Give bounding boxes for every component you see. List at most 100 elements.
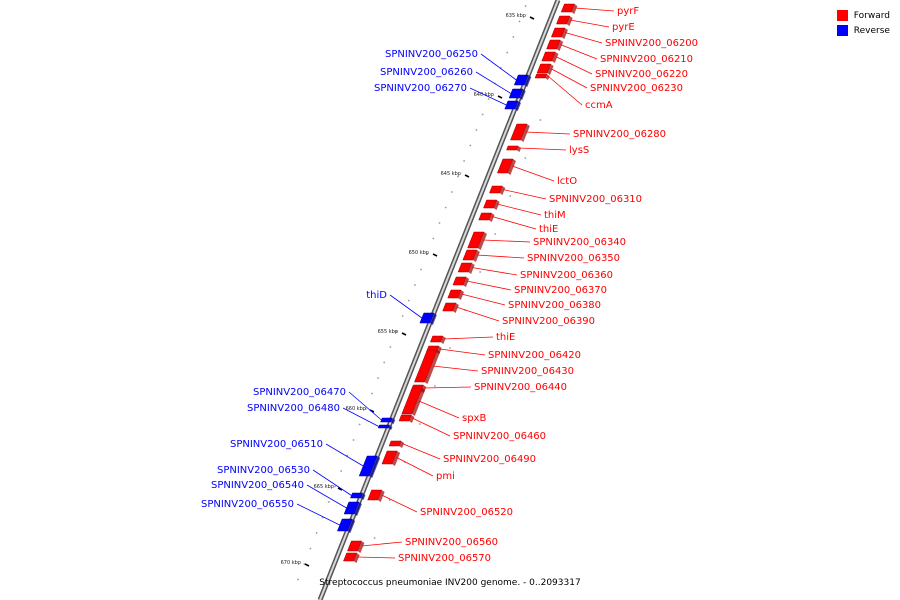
gene-arrow-shade: [561, 28, 568, 39]
gene-label[interactable]: SPNINV200_06220: [595, 69, 688, 80]
gene-label[interactable]: SPNINV200_06280: [573, 129, 666, 140]
gene-connector: [325, 443, 364, 467]
gene-connector: [469, 87, 507, 106]
gene-connector: [389, 294, 423, 319]
position-dot: [481, 113, 484, 116]
gene-arrow-shade: [524, 75, 532, 87]
legend-label-reverse: Reverse: [853, 25, 890, 36]
position-dot: [524, 157, 527, 159]
scale-tick: [337, 487, 343, 491]
position-dot: [494, 233, 497, 235]
gene-label[interactable]: thiE: [539, 224, 558, 235]
scale-tick-label: 645 kbp: [441, 171, 461, 177]
gene-connector: [525, 131, 571, 135]
gene-label[interactable]: SPNINV200_06560: [405, 537, 498, 548]
gene-label[interactable]: SPNINV200_06540: [211, 480, 304, 491]
gene-connector: [482, 239, 531, 243]
gene-label[interactable]: SPNINV200_06420: [488, 350, 581, 361]
gene-label[interactable]: thiD: [366, 290, 387, 301]
gene-arrow-shade: [566, 16, 573, 26]
gene-label[interactable]: SPNINV200_06260: [380, 67, 473, 78]
gene-labels: pyrF pyrE SPNINV200_06200 SPNINV200_06210 SP…: [201, 6, 698, 564]
gene-label[interactable]: SPNINV200_06570: [398, 553, 491, 564]
position-dot: [509, 195, 512, 197]
gene-arrow[interactable]: [388, 440, 402, 447]
gene-label[interactable]: SPNINV200_06250: [385, 49, 478, 60]
scale-tick-label: 650 kbp: [409, 250, 429, 256]
position-dot: [358, 423, 361, 426]
gene-label[interactable]: SPNINV200_06480: [247, 403, 340, 414]
gene-label[interactable]: SPNINV200_06510: [230, 439, 323, 450]
gene-label[interactable]: spxB: [462, 413, 486, 424]
gene-label[interactable]: ccmA: [585, 100, 613, 111]
legend-label-forward: Forward: [853, 10, 890, 21]
gene-arrow-shade: [507, 159, 516, 175]
gene-label[interactable]: SPNINV200_06470: [253, 387, 346, 398]
gene-arrow[interactable]: [350, 492, 363, 499]
position-dot: [487, 98, 490, 100]
position-dot: [340, 470, 343, 472]
backbone-line: [319, 0, 559, 600]
gene-label[interactable]: SPNINV200_06340: [533, 237, 626, 248]
gene-label[interactable]: SPNINV200_06350: [527, 253, 620, 264]
gene-label[interactable]: lysS: [569, 145, 589, 156]
gene-arrow-shade: [514, 101, 521, 111]
gene-label[interactable]: pyrE: [612, 22, 635, 33]
gene-arrow-shade: [440, 336, 446, 344]
gene-label[interactable]: SPNINV200_06390: [502, 316, 595, 327]
gene-connector: [550, 68, 588, 89]
gene-label[interactable]: pmi: [436, 471, 455, 482]
gene-label[interactable]: SPNINV200_06430: [481, 366, 574, 377]
gene-connector: [497, 203, 542, 216]
genome-caption: Streptococcus pneumoniae INV200 genome. …: [319, 578, 581, 588]
position-dot: [373, 537, 376, 539]
gene-label[interactable]: SPNINV200_06360: [520, 270, 613, 281]
gene-arrow-shade: [391, 451, 401, 466]
gene-label[interactable]: SPNINV200_06550: [201, 499, 294, 510]
gene-label[interactable]: SPNINV200_06310: [549, 194, 642, 205]
gene-label[interactable]: SPNINV200_06200: [605, 38, 698, 49]
gene-arrow-shade: [429, 313, 437, 325]
gene-connector: [357, 556, 396, 559]
gene-label[interactable]: SPNINV200_06370: [514, 285, 607, 296]
gene-arrow-shade: [462, 277, 470, 287]
gene-label[interactable]: SPNINV200_06440: [474, 382, 567, 393]
position-dot: [315, 532, 318, 534]
gene-features: [337, 3, 578, 563]
position-dot: [444, 206, 447, 209]
gene-label[interactable]: pyrF: [617, 6, 639, 17]
gene-label[interactable]: SPNINV200_06530: [217, 465, 310, 476]
gene-arrow[interactable]: [534, 73, 548, 79]
position-dot: [449, 347, 451, 349]
position-dot: [407, 299, 410, 302]
gene-label[interactable]: lctO: [557, 176, 577, 187]
gene-connector: [475, 71, 512, 94]
gene-label[interactable]: SPNINV200_06460: [453, 431, 546, 442]
gene-arrow[interactable]: [380, 417, 393, 423]
gene-connector: [443, 336, 494, 340]
gene-label[interactable]: SPNINV200_06490: [443, 454, 536, 465]
gene-arrow[interactable]: [377, 424, 390, 429]
position-dot: [371, 392, 373, 395]
gene-arrow[interactable]: [506, 145, 519, 151]
position-dot: [469, 144, 472, 147]
gene-connector: [466, 280, 512, 291]
gene-label[interactable]: SPNINV200_06270: [374, 83, 467, 94]
gene-label[interactable]: SPNINV200_06230: [590, 83, 683, 94]
gene-arrow-shade: [520, 124, 530, 142]
gene-label[interactable]: thiM: [544, 210, 566, 221]
gene-connector: [348, 391, 382, 421]
position-dot: [479, 271, 481, 273]
gene-label[interactable]: SPNINV200_06520: [420, 507, 513, 518]
gene-connector: [418, 400, 460, 419]
gene-arrow-shade: [411, 388, 426, 416]
gene-label[interactable]: SPNINV200_06380: [508, 300, 601, 311]
scale-tick-label: 665 kbp: [314, 484, 334, 490]
gene-connector: [471, 267, 518, 276]
gene-label[interactable]: thiE: [496, 332, 515, 343]
gene-connector: [396, 457, 434, 477]
gene-label[interactable]: SPNINV200_06210: [600, 54, 693, 65]
position-dot: [418, 423, 421, 425]
gene-arrow-shade: [499, 186, 506, 195]
